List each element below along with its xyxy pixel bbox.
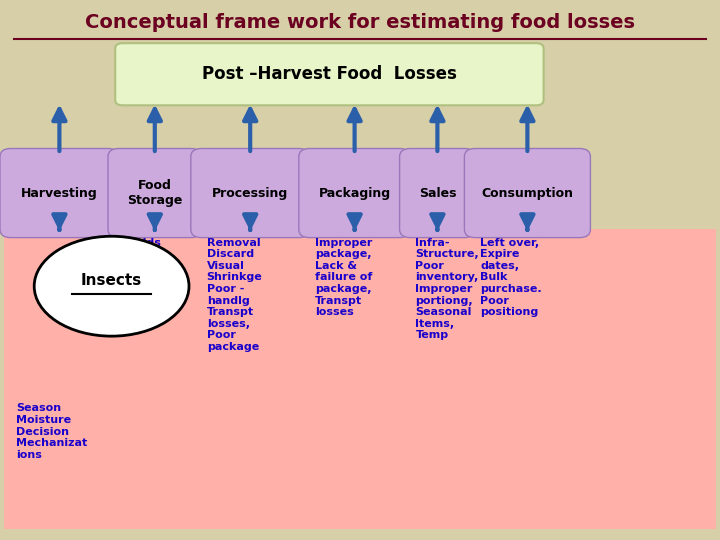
FancyBboxPatch shape (299, 148, 410, 238)
Text: Molds
Shrink
Spoilage
Moisture
Temp
Handle
Transpt
Time: Molds Shrink Spoilage Moisture Temp Hand… (124, 238, 179, 329)
Text: Food
Storage: Food Storage (127, 179, 182, 207)
Text: Consumption: Consumption (482, 186, 573, 200)
Ellipse shape (34, 236, 189, 336)
Text: Season
Moisture
Decision
Mechanizat
ions: Season Moisture Decision Mechanizat ions (16, 403, 87, 460)
FancyBboxPatch shape (115, 43, 544, 105)
FancyBboxPatch shape (4, 230, 716, 529)
Text: Sales: Sales (418, 186, 456, 200)
Text: Removal
Discard
Visual
Shrinkge
Poor -
handlg
Transpt
losses,
Poor
package: Removal Discard Visual Shrinkge Poor - h… (207, 238, 262, 352)
Text: Conceptual frame work for estimating food losses: Conceptual frame work for estimating foo… (85, 14, 635, 32)
FancyBboxPatch shape (108, 148, 202, 238)
Text: Insects: Insects (81, 273, 143, 288)
Text: Infra-
Structure,
Poor
inventory,
Improper
portiong,
Seasonal
Items,
Temp: Infra- Structure, Poor inventory, Improp… (415, 238, 479, 340)
FancyBboxPatch shape (191, 148, 310, 238)
Text: Improper
package,
Lack &
failure of
package,
Transpt
losses: Improper package, Lack & failure of pack… (315, 238, 372, 317)
Text: Post –Harvest Food  Losses: Post –Harvest Food Losses (202, 65, 456, 83)
FancyBboxPatch shape (400, 148, 475, 238)
Text: Packaging: Packaging (318, 186, 391, 200)
Text: Processing: Processing (212, 186, 288, 200)
Text: Harvesting: Harvesting (21, 186, 98, 200)
Text: Left over,
Expire
dates,
Bulk
purchase.
Poor
positiong: Left over, Expire dates, Bulk purchase. … (480, 238, 542, 317)
FancyBboxPatch shape (464, 148, 590, 238)
FancyBboxPatch shape (0, 148, 119, 238)
